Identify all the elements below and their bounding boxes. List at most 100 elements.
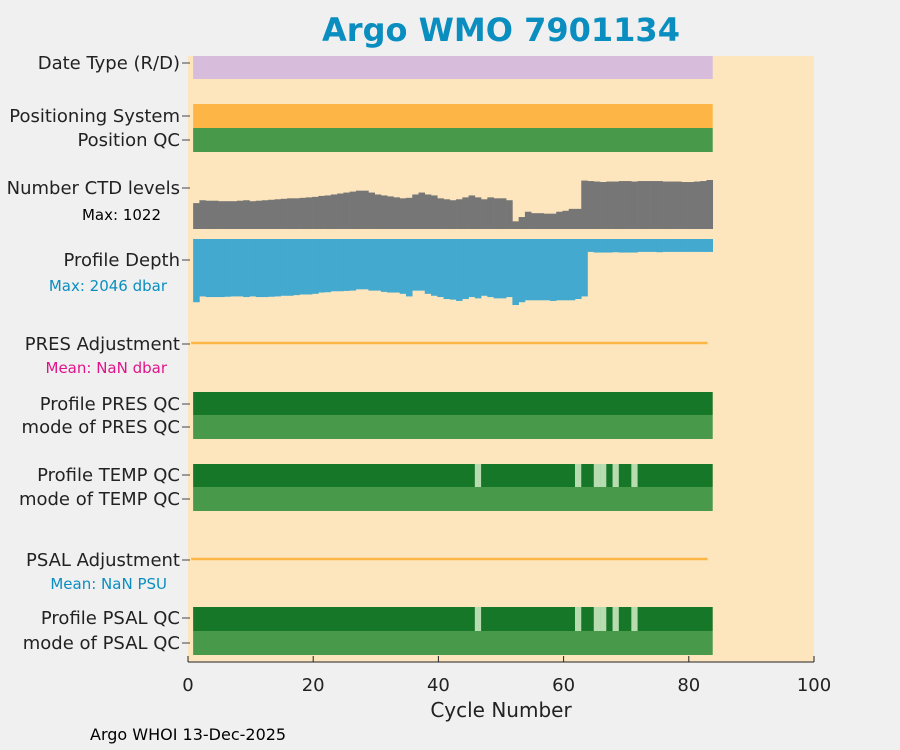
depth-bar-74 bbox=[650, 239, 657, 252]
ctd-bar-36 bbox=[412, 194, 419, 229]
depth-bar-59 bbox=[556, 239, 563, 301]
depth-bar-41 bbox=[443, 239, 451, 299]
depth-bar-31 bbox=[380, 239, 388, 292]
depth-bar-52 bbox=[512, 239, 519, 305]
depth-bar-82 bbox=[700, 239, 707, 252]
depth-bar-80 bbox=[687, 239, 695, 252]
row-sublabel-profile_depth: Max: 2046 dbar bbox=[49, 277, 168, 295]
ctd-bar-47 bbox=[481, 199, 488, 229]
ctd-bar-21 bbox=[318, 195, 325, 229]
depth-bar-69 bbox=[618, 239, 626, 253]
depth-bar-17 bbox=[293, 239, 300, 296]
depth-bar-65 bbox=[593, 239, 601, 253]
ctd-bar-57 bbox=[543, 213, 551, 229]
x-tick-label-40: 40 bbox=[427, 675, 450, 696]
row-label-psal_adj: PSAL Adjustment bbox=[26, 550, 180, 571]
ctd-bar-25 bbox=[343, 192, 350, 229]
chart-title: Argo WMO 7901134 bbox=[322, 11, 680, 49]
ctd-bar-31 bbox=[380, 195, 388, 229]
ctd-bar-51 bbox=[506, 200, 513, 229]
ctd-bar-27 bbox=[355, 190, 363, 229]
ctd-bar-8 bbox=[236, 200, 244, 229]
depth-bar-16 bbox=[287, 239, 294, 296]
depth-bar-56 bbox=[537, 239, 544, 301]
ctd-bar-79 bbox=[681, 182, 688, 229]
depth-bar-77 bbox=[668, 239, 676, 252]
ctd-bar-37 bbox=[418, 192, 426, 229]
ctd-bar-14 bbox=[274, 199, 282, 229]
depth-bar-67 bbox=[606, 239, 613, 253]
depth-bar-19 bbox=[305, 239, 313, 295]
ctd-bar-81 bbox=[693, 181, 701, 229]
depth-bar-6 bbox=[224, 239, 231, 297]
ctd-bar-41 bbox=[443, 199, 451, 229]
depth-bar-51 bbox=[506, 239, 513, 298]
ctd-bar-72 bbox=[637, 181, 645, 229]
ctd-bar-53 bbox=[518, 217, 526, 229]
depth-bar-64 bbox=[587, 239, 595, 252]
row-sublabel-ctd_levels: Max: 1022 bbox=[82, 206, 161, 224]
row-label-pres_adj: PRES Adjustment bbox=[25, 334, 180, 355]
ctd-bar-54 bbox=[524, 211, 532, 229]
ctd-bar-28 bbox=[362, 190, 369, 229]
ctd-bar-10 bbox=[249, 201, 257, 229]
plot-background bbox=[188, 56, 814, 662]
depth-bar-83 bbox=[706, 239, 714, 252]
depth-bar-47 bbox=[481, 239, 488, 296]
ctd-bar-38 bbox=[424, 194, 432, 229]
depth-bar-15 bbox=[280, 239, 288, 296]
ctd-bar-55 bbox=[531, 213, 538, 229]
band-mode_pres_qc bbox=[193, 415, 713, 439]
ctd-bar-63 bbox=[581, 180, 588, 229]
depth-bar-38 bbox=[424, 239, 432, 294]
depth-bar-40 bbox=[437, 239, 444, 298]
ctd-bar-42 bbox=[449, 200, 457, 229]
depth-bar-54 bbox=[524, 239, 532, 301]
qc-flag-profile_temp_qc-65 bbox=[593, 464, 601, 487]
ctd-bar-17 bbox=[293, 198, 300, 229]
row-label-mode_pres_qc: mode of PRES QC bbox=[22, 417, 180, 438]
x-axis: 0 20 40 60 80 100 bbox=[182, 656, 831, 696]
row-label-profile_depth: Profile Depth bbox=[63, 250, 180, 271]
depth-bar-21 bbox=[318, 239, 325, 293]
ctd-bar-48 bbox=[487, 197, 494, 229]
x-tick-label-80: 80 bbox=[677, 675, 700, 696]
row-label-position_qc: Position QC bbox=[77, 130, 180, 151]
row-label-profile_temp_qc: Profile TEMP QC bbox=[37, 465, 180, 486]
depth-bar-29 bbox=[368, 239, 375, 291]
ctd-bar-15 bbox=[280, 198, 288, 229]
ctd-bar-4 bbox=[211, 200, 219, 229]
ctd-bar-29 bbox=[368, 192, 375, 229]
ctd-bar-39 bbox=[431, 195, 438, 229]
depth-bar-1 bbox=[193, 239, 200, 303]
ctd-bar-26 bbox=[349, 191, 357, 229]
ctd-bar-56 bbox=[537, 213, 544, 229]
band-mode_psal_qc bbox=[193, 631, 713, 655]
depth-bar-28 bbox=[362, 239, 369, 290]
ctd-bar-60 bbox=[562, 210, 570, 229]
ctd-bar-67 bbox=[606, 181, 613, 229]
ctd-bar-23 bbox=[330, 194, 338, 229]
row-sublabel-psal_adj: Mean: NaN PSU bbox=[50, 575, 167, 593]
ctd-bar-52 bbox=[512, 221, 519, 229]
ctd-bar-80 bbox=[687, 182, 695, 229]
ctd-bar-69 bbox=[618, 181, 626, 229]
ctd-bar-22 bbox=[324, 195, 332, 229]
ctd-bar-20 bbox=[312, 196, 319, 229]
qc-flag-profile_psal_qc-62 bbox=[574, 607, 582, 631]
depth-bar-32 bbox=[387, 239, 394, 293]
depth-bar-60 bbox=[562, 239, 570, 301]
ctd-bar-11 bbox=[255, 200, 263, 229]
depth-bar-49 bbox=[493, 239, 501, 299]
ctd-bar-34 bbox=[399, 198, 407, 229]
ctd-bar-2 bbox=[199, 200, 206, 229]
ctd-bar-1 bbox=[193, 203, 200, 229]
ctd-bar-61 bbox=[568, 208, 576, 229]
ctd-bar-9 bbox=[243, 200, 250, 229]
ctd-bar-78 bbox=[675, 181, 682, 229]
depth-bar-81 bbox=[693, 239, 701, 252]
row-label-mode_psal_qc: mode of PSAL QC bbox=[23, 633, 180, 654]
depth-bar-63 bbox=[581, 239, 588, 297]
x-tick-label-100: 100 bbox=[797, 675, 831, 696]
ctd-bar-3 bbox=[205, 200, 213, 229]
